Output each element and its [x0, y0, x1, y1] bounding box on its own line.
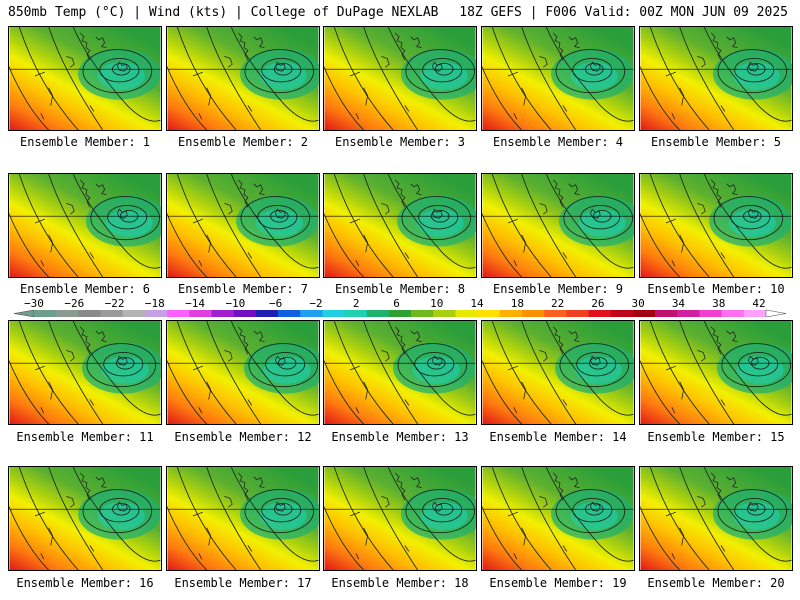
ensemble-member-map [166, 466, 320, 571]
ensemble-member-label: Ensemble Member: 15 [647, 430, 785, 444]
colorbar-tick-label: 6 [393, 297, 400, 310]
colorbar-segment [544, 310, 567, 317]
colorbar-tick-label: −10 [225, 297, 245, 310]
ensemble-member-map [481, 173, 635, 278]
ensemble-member-label: Ensemble Member: 16 [16, 576, 154, 590]
colorbar-tick-label: −18 [145, 297, 165, 310]
ensemble-member-label: Ensemble Member: 5 [650, 135, 782, 149]
ensemble-member-label: Ensemble Member: 13 [331, 430, 469, 444]
ensemble-member-map [481, 320, 635, 425]
colorbar-segment [344, 310, 368, 317]
colorbar-segment [522, 310, 545, 317]
colorbar-segment [388, 310, 412, 317]
colorbar-segment [721, 310, 745, 317]
ensemble-member-map [8, 320, 162, 425]
colorbar-tick-label: 10 [430, 297, 443, 310]
colorbar-segment [433, 310, 456, 317]
colorbar-tick-label: −26 [64, 297, 84, 310]
colorbar-tick-label: −30 [24, 297, 44, 310]
colorbar-tick-label: 26 [591, 297, 604, 310]
ensemble-member-label: Ensemble Member: 14 [489, 430, 627, 444]
ensemble-member-label: Ensemble Member: 1 [19, 135, 151, 149]
header-title-right: 18Z GEFS | F006 Valid: 00Z MON JUN 09 20… [459, 5, 788, 20]
colorbar-segment [167, 310, 190, 317]
ensemble-member-label: Ensemble Member: 4 [492, 135, 624, 149]
colorbar-segment [743, 310, 767, 317]
ensemble-member-map [639, 26, 793, 131]
colorbar-low-arrow [13, 309, 35, 318]
colorbar-segment [144, 310, 168, 317]
colorbar-tick-label: −14 [185, 297, 205, 310]
ensemble-member-map [8, 26, 162, 131]
ensemble-member-map [639, 466, 793, 571]
colorbar-tick-label: 2 [353, 297, 360, 310]
colorbar-segment [699, 310, 722, 317]
colorbar-tick-label: 18 [511, 297, 524, 310]
ensemble-member-label: Ensemble Member: 19 [489, 576, 627, 590]
colorbar-high-arrow [765, 309, 787, 318]
colorbar-segment [322, 310, 345, 317]
colorbar-tick-label: 14 [470, 297, 484, 310]
ensemble-member-map [639, 320, 793, 425]
ensemble-member-label: Ensemble Member: 3 [334, 135, 466, 149]
ensemble-member-map [323, 320, 477, 425]
ensemble-member-label: Ensemble Member: 7 [177, 282, 309, 296]
ensemble-member-label: Ensemble Member: 10 [647, 282, 785, 296]
ensemble-member-label: Ensemble Member: 9 [492, 282, 624, 296]
colorbar-segment [211, 310, 234, 317]
ensemble-member-map [8, 466, 162, 571]
colorbar-segment [78, 310, 101, 317]
colorbar-segment [34, 310, 57, 317]
colorbar-segment [610, 310, 634, 317]
ensemble-member-map [323, 466, 477, 571]
colorbar-tick-label: −22 [105, 297, 125, 310]
colorbar-segment [588, 310, 612, 317]
colorbar-tick-label: −2 [309, 297, 322, 310]
ensemble-member-map [639, 173, 793, 278]
colorbar-segment [189, 310, 212, 317]
colorbar-tick-label: 22 [551, 297, 564, 310]
ensemble-member-map [481, 466, 635, 571]
colorbar-segment [100, 310, 124, 317]
colorbar-tick-label: 30 [632, 297, 645, 310]
colorbar-segment [455, 310, 478, 317]
colorbar-segment [632, 310, 656, 317]
colorbar-segment [366, 310, 390, 317]
ensemble-member-label: Ensemble Member: 11 [16, 430, 154, 444]
header-title-left: 850mb Temp (°C) | Wind (kts) | College o… [8, 5, 439, 20]
ensemble-member-label: Ensemble Member: 2 [177, 135, 309, 149]
ensemble-member-label: Ensemble Member: 20 [647, 576, 785, 590]
ensemble-member-map [323, 26, 477, 131]
colorbar-tick-label: 42 [752, 297, 765, 310]
ensemble-member-map [166, 173, 320, 278]
ensemble-member-map [481, 26, 635, 131]
colorbar-segment [411, 310, 434, 317]
ensemble-member-map [166, 320, 320, 425]
colorbar-segment [566, 310, 589, 317]
colorbar-segment [677, 310, 700, 317]
colorbar-segment [233, 310, 257, 317]
colorbar-segment [300, 310, 323, 317]
ensemble-member-label: Ensemble Member: 18 [331, 576, 469, 590]
colorbar-tick-label: 38 [712, 297, 725, 310]
colorbar-tick-label: 34 [672, 297, 686, 310]
ensemble-member-map [323, 173, 477, 278]
colorbar-segment [56, 310, 79, 317]
colorbar-segment [499, 310, 523, 317]
colorbar-segment [122, 310, 146, 317]
ensemble-member-label: Ensemble Member: 8 [334, 282, 466, 296]
ensemble-member-map [8, 173, 162, 278]
temperature-colorbar: −30 −26 −22 −18 −14 −10 −6 −2 2 6 10 14 18 22 26 30 34 38… [13, 297, 787, 318]
colorbar-segment [655, 310, 678, 317]
colorbar-segment [477, 310, 501, 317]
ensemble-member-label: Ensemble Member: 6 [19, 282, 151, 296]
ensemble-member-label: Ensemble Member: 17 [174, 576, 312, 590]
colorbar-segment [255, 310, 279, 317]
ensemble-member-map [166, 26, 320, 131]
colorbar-segment [278, 310, 301, 317]
ensemble-member-label: Ensemble Member: 12 [174, 430, 312, 444]
colorbar-tick-label: −6 [269, 297, 282, 310]
